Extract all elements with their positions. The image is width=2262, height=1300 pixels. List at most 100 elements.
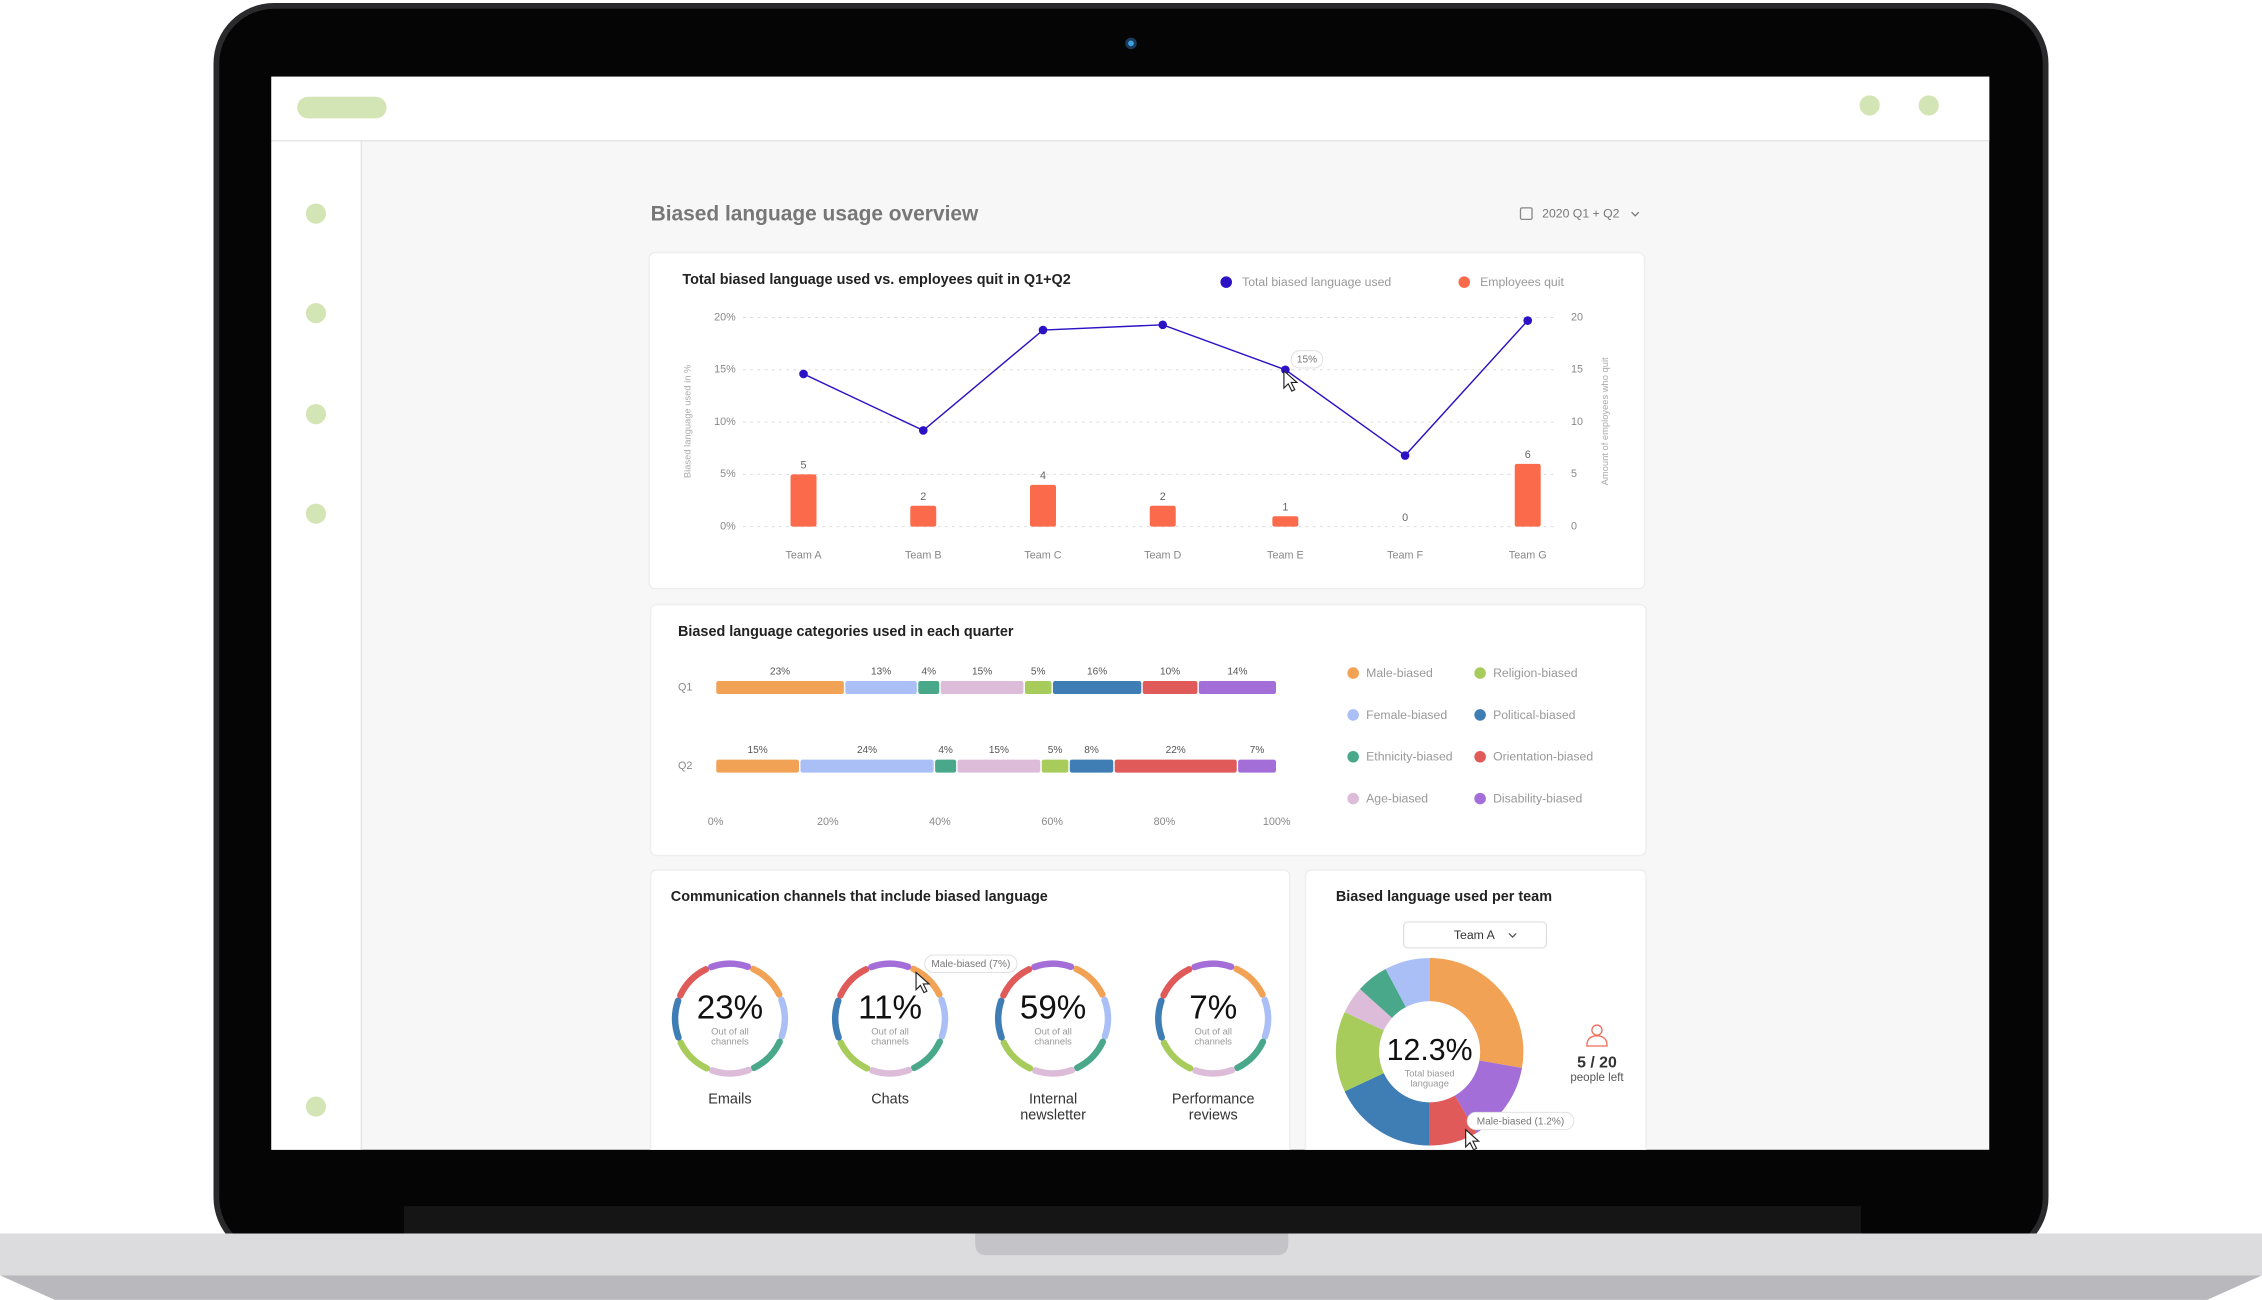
channel-name: Chats	[871, 1092, 909, 1109]
point	[918, 426, 928, 435]
header-icon[interactable]	[1859, 95, 1880, 116]
point	[1038, 325, 1048, 335]
laptop-base-edge	[0, 1275, 2262, 1300]
bar-segment	[716, 681, 844, 694]
channel-name: Performance reviews	[1171, 1092, 1255, 1124]
x-tick-label: Team G	[1509, 549, 1547, 561]
tooltip: 15%	[1297, 355, 1317, 366]
team-dropdown[interactable]	[1403, 921, 1548, 949]
ring-segment	[1192, 1066, 1236, 1077]
people-count: 5 / 20	[1577, 1054, 1617, 1071]
tooltip-bg	[924, 954, 1018, 973]
y-tick-label: 10%	[714, 416, 736, 428]
segment-label: 4%	[921, 666, 936, 677]
bar	[910, 505, 937, 527]
dashboard: Total biased language used vs. employees…	[671, 272, 1624, 1150]
channel-name-box: Performance reviews	[1171, 1092, 1255, 1124]
x-tick-label: Team E	[1267, 549, 1304, 561]
legend-label: Political-biased	[1493, 708, 1576, 722]
legend-label: Total biased language used	[1242, 275, 1391, 289]
bar-segment	[957, 759, 1041, 773]
legend-label: Ethnicity-biased	[1366, 750, 1453, 764]
y-tick-label: 0%	[720, 521, 736, 533]
bar-segment	[800, 759, 934, 773]
card	[648, 251, 1646, 590]
ring-segment	[677, 966, 710, 999]
segment-label: 15%	[748, 745, 768, 756]
bar-segment	[1114, 759, 1237, 773]
channel-name-box: Chats	[871, 1092, 909, 1109]
legend-marker	[1347, 709, 1359, 721]
bar-segment	[716, 759, 799, 773]
chart-title: Biased language categories used in each …	[678, 624, 1014, 640]
x-tick-label: Team F	[1387, 549, 1423, 561]
segment-label: 14%	[1227, 666, 1247, 677]
chart-title: Total biased language used vs. employees…	[682, 272, 1070, 288]
donut-segment	[1428, 957, 1524, 1069]
x-tick-label: Team D	[1144, 549, 1181, 561]
ring-segment	[1261, 996, 1272, 1040]
nav-icon[interactable]	[305, 303, 327, 324]
card-title: Biased language used per team	[1336, 889, 1552, 905]
ring-segment	[750, 1038, 783, 1072]
x-tick-label: 0%	[708, 816, 724, 828]
x-tick-label: 80%	[1154, 816, 1176, 828]
cursor	[1283, 369, 1299, 392]
segment-label: 16%	[1087, 666, 1107, 677]
bar-segment	[1142, 681, 1198, 694]
point	[1523, 316, 1533, 325]
donut-segment	[1454, 1059, 1522, 1133]
nav-icon[interactable]	[305, 203, 327, 224]
x-tick-label: 100%	[1263, 816, 1291, 828]
screen: Biased language usage overview 2020 Q1 +…	[271, 76, 1990, 1150]
ring-segment	[1073, 965, 1106, 998]
page-title: Biased language usage overview	[651, 203, 979, 226]
team-caption-box: Total biased language	[1405, 1069, 1455, 1089]
channel-caption: Out of all channels	[1194, 1027, 1233, 1048]
channel-name: Emails	[708, 1092, 752, 1109]
ring-segment	[677, 1039, 711, 1072]
logo-placeholder[interactable]	[297, 96, 387, 119]
y-tick-label: Q2	[678, 760, 692, 772]
ring-segment	[1031, 960, 1075, 971]
ring-segment	[1000, 1039, 1034, 1072]
legend-label: Religion-biased	[1493, 666, 1578, 680]
channel-value: 23%	[697, 990, 763, 1027]
team-value: 12.3%	[1387, 1034, 1473, 1067]
bezel-strip	[403, 1206, 1861, 1234]
y2-tick-label: 5	[1571, 468, 1577, 480]
bar	[1514, 463, 1541, 527]
team-dropdown-label: Team A	[1454, 928, 1496, 942]
legend-label: Orientation-biased	[1493, 750, 1593, 764]
donut-segment	[1385, 957, 1431, 1008]
point	[1400, 451, 1410, 460]
date-filter[interactable]: 2020 Q1 + Q2	[1542, 207, 1619, 221]
ring-segment	[1101, 996, 1112, 1040]
nav-icon[interactable]	[305, 404, 327, 425]
segment-label: 10%	[1160, 666, 1180, 677]
donut-hole	[1379, 1001, 1481, 1103]
ring-segment	[868, 960, 912, 971]
x-tick-label: 40%	[929, 816, 951, 828]
legend-label: Female-biased	[1366, 708, 1447, 722]
ring-segment	[1234, 1038, 1267, 1072]
nav-icon[interactable]	[305, 503, 327, 524]
nav-icon[interactable]	[305, 1096, 327, 1117]
channel-caption: Out of all channels	[1034, 1027, 1072, 1048]
channel-caption-box: Out of all channels	[871, 1027, 909, 1047]
header-icon[interactable]	[1918, 95, 1939, 116]
ring-segment	[910, 965, 943, 998]
ring-segment	[832, 997, 842, 1041]
channel-name-box: Emails	[708, 1092, 752, 1109]
donut-segment	[1344, 989, 1393, 1032]
legend-marker	[1220, 276, 1232, 288]
legend-marker	[1347, 792, 1359, 805]
ring-segment	[671, 997, 682, 1041]
ring-segment	[837, 1039, 871, 1072]
bar-segment	[845, 681, 917, 694]
person-head	[1591, 1024, 1603, 1036]
card	[649, 603, 1647, 857]
channel-name: Internal newsletter	[1020, 1092, 1086, 1124]
person-body	[1586, 1035, 1608, 1047]
